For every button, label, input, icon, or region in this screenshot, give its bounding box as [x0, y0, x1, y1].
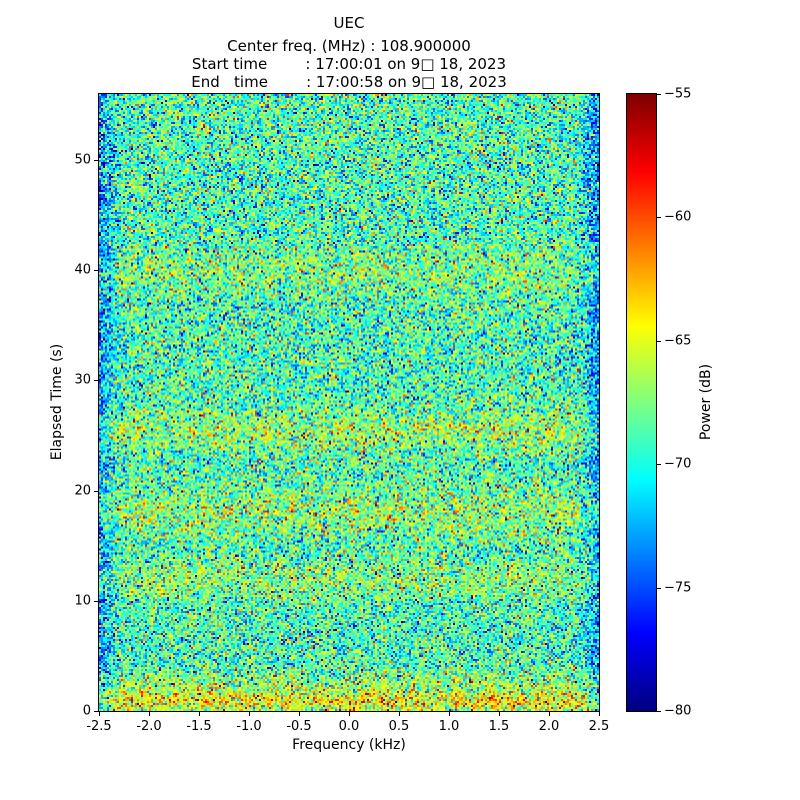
figure-title: UEC: [333, 14, 365, 32]
x-tick-label: -2.0: [136, 719, 162, 734]
x-tick-mark: [249, 712, 250, 716]
x-tick-label: 2.5: [588, 719, 610, 734]
y-tick-label: 40: [74, 262, 91, 278]
colorbar-frame: [626, 93, 657, 712]
x-tick-mark: [99, 712, 100, 716]
y-tick-mark: [94, 490, 98, 492]
y-tick-mark: [94, 600, 98, 602]
header-center-freq: Center freq. (MHz) : 108.900000: [227, 37, 471, 55]
y-tick-mark: [94, 160, 98, 162]
x-tick-label: 1.5: [488, 719, 510, 734]
colorbar-tick-label: −60: [664, 209, 692, 225]
colorbar-label: Power (dB): [698, 363, 714, 441]
x-tick-label: -1.0: [236, 719, 262, 734]
x-tick-mark: [199, 712, 200, 716]
colorbar-tick-label: −70: [664, 456, 692, 472]
y-tick-label: 10: [74, 593, 91, 609]
figure-header: UEC Center freq. (MHz) : 108.900000 Star…: [99, 14, 599, 91]
spectrogram-heatmap: [99, 94, 599, 711]
x-tick-label: -1.5: [186, 719, 212, 734]
colorbar-tick-mark: [657, 340, 661, 342]
y-tick-label: 50: [74, 152, 91, 168]
y-tick-label: 30: [74, 372, 91, 388]
plot-frame: [98, 93, 600, 712]
colorbar-tick-label: −55: [664, 86, 692, 102]
x-tick-mark: [449, 712, 450, 716]
y-tick-mark: [94, 711, 98, 712]
x-tick-mark: [399, 712, 400, 716]
colorbar-tick-mark: [657, 217, 661, 219]
x-tick-label: -2.5: [86, 719, 112, 734]
x-axis-label: Frequency (kHz): [292, 737, 406, 753]
y-tick-mark: [94, 270, 98, 272]
x-tick-mark: [299, 712, 300, 716]
x-tick-mark: [349, 712, 350, 716]
colorbar-tick-label: −65: [664, 333, 692, 349]
colorbar-tick-mark: [657, 464, 661, 466]
x-tick-mark: [149, 712, 150, 716]
colorbar-tick-label: −80: [664, 703, 692, 719]
colorbar-tick-mark: [657, 711, 661, 712]
x-tick-label: 0.5: [388, 719, 410, 734]
colorbar-tick-mark: [657, 94, 661, 95]
header-end-time: End time : 17:00:58 on 9□ 18, 2023: [191, 73, 507, 91]
header-start-time: Start time : 17:00:01 on 9□ 18, 2023: [191, 55, 507, 73]
x-tick-label: -0.5: [286, 719, 312, 734]
y-tick-label: 0: [82, 703, 91, 719]
colorbar-gradient: [627, 94, 656, 711]
x-tick-mark: [549, 712, 550, 716]
y-tick-label: 20: [74, 483, 91, 499]
x-tick-mark: [599, 712, 600, 716]
y-axis-label: Elapsed Time (s): [49, 343, 65, 461]
colorbar-tick-mark: [657, 587, 661, 589]
x-tick-mark: [499, 712, 500, 716]
colorbar-tick-label: −75: [664, 580, 692, 596]
x-tick-label: 0.0: [338, 719, 360, 734]
x-tick-label: 1.0: [438, 719, 460, 734]
x-tick-label: 2.0: [538, 719, 560, 734]
y-tick-mark: [94, 380, 98, 382]
